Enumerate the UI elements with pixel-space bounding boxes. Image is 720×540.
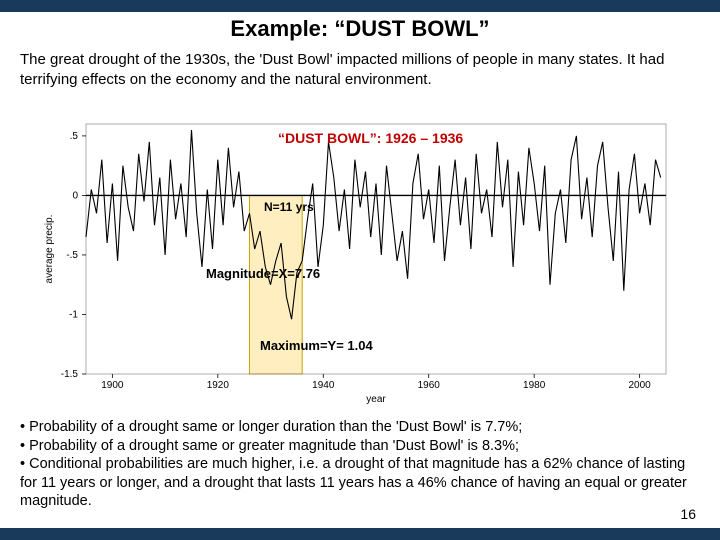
svg-text:.5: .5	[70, 131, 79, 142]
svg-text:1940: 1940	[312, 380, 335, 391]
bullet-list: • Probability of a drought same or longe…	[20, 418, 700, 511]
svg-text:-1.5: -1.5	[61, 369, 79, 380]
slide-title: Example: “DUST BOWL”	[0, 16, 720, 42]
svg-text:-1: -1	[69, 309, 78, 320]
chart-area: -1.5 -1 -.5 0 .5 1900 1920 1940 1960 1980 2000 year…	[38, 112, 682, 404]
page-number: 16	[680, 506, 696, 522]
precip-chart: -1.5 -1 -.5 0 .5 1900 1920 1940 1960 1980 2000 year…	[38, 112, 682, 404]
n-label: N=11 yrs	[264, 200, 314, 214]
maximum-label: Maximum=Y= 1.04	[260, 338, 373, 353]
svg-text:0: 0	[72, 190, 78, 201]
svg-text:average precip.: average precip.	[44, 215, 55, 284]
svg-text:1980: 1980	[523, 380, 546, 391]
svg-text:-.5: -.5	[66, 250, 78, 261]
magnitude-label: Magnitude=X=7.76	[206, 266, 320, 281]
svg-text:1920: 1920	[207, 380, 230, 391]
svg-text:1960: 1960	[418, 380, 441, 391]
intro-text: The great drought of the 1930s, the 'Dus…	[20, 50, 700, 89]
frame-bottom	[0, 528, 720, 540]
slide: Example: “DUST BOWL” The great drought o…	[0, 0, 720, 540]
svg-text:2000: 2000	[629, 380, 652, 391]
bullet-item: • Probability of a drought same or great…	[20, 437, 700, 456]
svg-text:year: year	[366, 394, 386, 404]
chart-title-annot: “DUST BOWL”: 1926 – 1936	[278, 130, 463, 146]
svg-text:1900: 1900	[101, 380, 124, 391]
bullet-item: • Probability of a drought same or longe…	[20, 418, 700, 437]
bullet-item: • Conditional probabilities are much hig…	[20, 455, 700, 511]
frame-top	[0, 0, 720, 12]
